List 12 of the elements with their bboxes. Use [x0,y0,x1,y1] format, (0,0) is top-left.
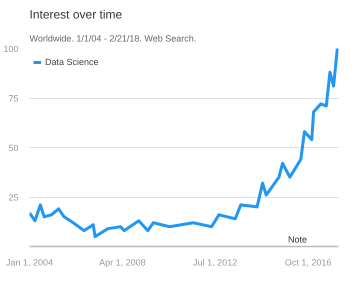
annotation: Note [288,234,308,244]
x-tick-label: Jan 1, 2004 [6,258,54,268]
x-tick-label: Oct 1, 2016 [284,258,332,268]
x-tick-label: Apr 1, 2008 [99,258,146,268]
legend-label: Data Science [45,57,99,67]
y-tick-label: 100 [3,44,19,54]
y-tick-label: 75 [8,94,19,104]
chart-title: Interest over time [30,8,123,22]
x-tick-label: Jul 1, 2012 [193,258,238,268]
chart-subtitle: Worldwide. 1/1/04 - 2/21/18. Web Search. [30,34,196,44]
y-tick-label: 25 [8,192,19,202]
y-tick-label: 50 [8,143,19,153]
